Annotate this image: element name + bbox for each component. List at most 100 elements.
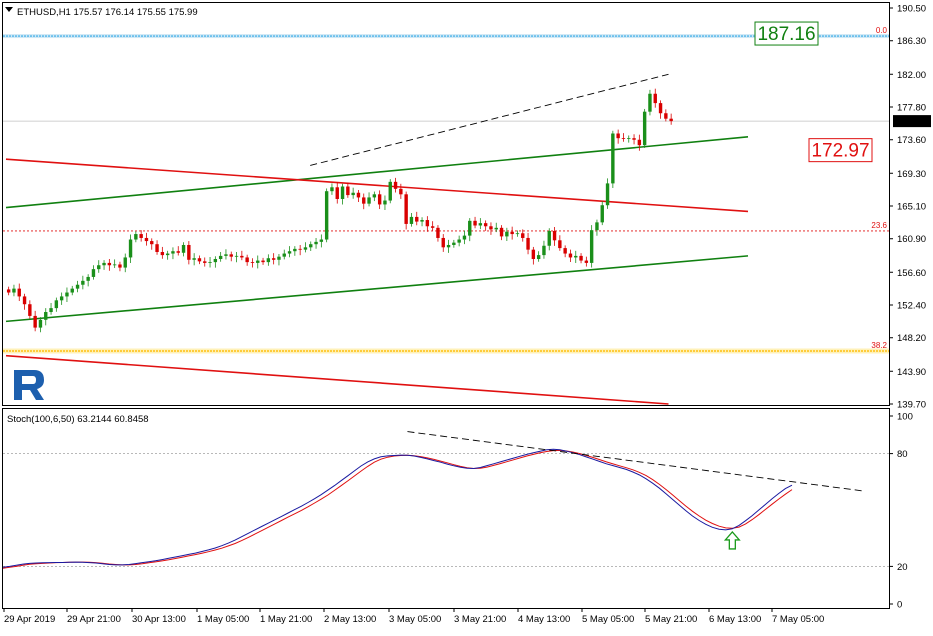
candle-body bbox=[648, 93, 652, 112]
candle-body bbox=[425, 220, 430, 227]
price-callout-box bbox=[754, 21, 819, 46]
candle-body bbox=[536, 255, 541, 260]
candle-body bbox=[632, 138, 636, 140]
candle-body bbox=[330, 187, 334, 192]
candle-body bbox=[203, 261, 207, 263]
candle-body bbox=[430, 226, 435, 228]
price-axis-label: 156.60 bbox=[897, 268, 926, 279]
candle-body bbox=[616, 133, 620, 139]
current-price-tag bbox=[893, 115, 931, 128]
candle-body bbox=[346, 186, 350, 196]
candle-body bbox=[579, 255, 583, 261]
candle-body bbox=[134, 234, 138, 240]
time-axis-label: 4 May 13:00 bbox=[518, 614, 570, 625]
candle-body bbox=[393, 181, 398, 189]
stoch-axis-label: 100 bbox=[897, 412, 913, 423]
candle-body bbox=[441, 237, 445, 248]
time-axis-label: 5 May 21:00 bbox=[645, 614, 697, 625]
candle-body bbox=[65, 292, 69, 297]
candle-body bbox=[12, 288, 16, 293]
channel-upper-red-line bbox=[5, 158, 749, 213]
candle-body bbox=[266, 258, 271, 263]
candle-body bbox=[6, 289, 11, 293]
candle-body bbox=[256, 260, 260, 263]
roboforex-r-logo bbox=[14, 370, 44, 400]
up-arrow-icon bbox=[723, 530, 741, 550]
candle-body bbox=[409, 216, 414, 224]
candle-body bbox=[483, 223, 488, 227]
candle-body bbox=[642, 111, 647, 146]
price-axis-label: 190.50 bbox=[897, 4, 926, 15]
candle-body bbox=[44, 312, 48, 320]
candle-body bbox=[118, 264, 122, 268]
time-axis-label: 3 May 05:00 bbox=[389, 614, 441, 625]
price-axis-label: 182.00 bbox=[897, 70, 926, 81]
stoch-chart-area bbox=[2, 431, 889, 569]
candle-body bbox=[621, 138, 626, 139]
candle-body bbox=[213, 259, 218, 263]
candle-body bbox=[367, 197, 371, 204]
price-callout-text: 187.16 bbox=[757, 24, 815, 45]
stoch-header: Stoch(100,6,50) 63.2144 60.8458 bbox=[7, 414, 149, 425]
resistance-dashed-line bbox=[310, 73, 669, 166]
price-axis-label: 186.30 bbox=[897, 36, 926, 47]
candle-body bbox=[97, 265, 101, 270]
candle-body bbox=[81, 280, 85, 285]
candle-body bbox=[589, 230, 594, 263]
candle-body bbox=[356, 192, 361, 198]
candle-body bbox=[446, 244, 451, 248]
chart-menu-triangle-icon[interactable] bbox=[5, 7, 13, 12]
stoch-axis-label: 80 bbox=[897, 449, 908, 460]
candle-body bbox=[218, 255, 223, 260]
price-axis-label: 148.20 bbox=[897, 333, 926, 344]
candle-body bbox=[611, 133, 615, 184]
price-axis-label: 165.10 bbox=[897, 202, 926, 213]
candle-body bbox=[383, 200, 387, 205]
price-axis: 190.50 186.30 182.00 177.80 173.60 169.30 165.… bbox=[889, 4, 931, 411]
candle-body bbox=[372, 194, 377, 198]
candle-body bbox=[187, 244, 191, 260]
current-price-label: 175.99 bbox=[897, 117, 926, 128]
candle-body bbox=[261, 260, 265, 263]
candle-body bbox=[664, 113, 668, 119]
price-callout-text: 172.97 bbox=[811, 141, 869, 162]
candle-body bbox=[335, 187, 339, 199]
time-axis-label: 1 May 21:00 bbox=[260, 614, 312, 625]
fib-level-label: 23.6 bbox=[871, 221, 887, 230]
main-panel-frame bbox=[2, 2, 890, 406]
candle-body bbox=[399, 188, 403, 195]
time-axis-label: 29 Apr 21:00 bbox=[67, 614, 121, 625]
candle-body bbox=[229, 254, 233, 257]
candle-body bbox=[462, 235, 467, 240]
symbol-header: ETHUSD,H1 175.57 176.14 175.55 175.99 bbox=[17, 7, 198, 18]
candle-body bbox=[531, 249, 536, 260]
candle-body bbox=[287, 251, 292, 254]
fib-level-label: 38.2 bbox=[871, 341, 887, 350]
price-axis-label: 177.80 bbox=[897, 103, 926, 114]
candle-body bbox=[123, 257, 127, 268]
candle-body bbox=[70, 288, 74, 293]
stoch-axis-label: 20 bbox=[897, 562, 908, 573]
candle-body bbox=[547, 230, 551, 246]
candle-body bbox=[282, 253, 286, 257]
candle-body bbox=[526, 237, 530, 250]
candle-body bbox=[478, 223, 483, 226]
price-axis-label: 152.40 bbox=[897, 301, 926, 312]
candle-body bbox=[552, 230, 557, 241]
candle-body bbox=[181, 244, 186, 253]
candle-body bbox=[234, 255, 239, 257]
candle-body bbox=[515, 233, 520, 235]
candle-body bbox=[303, 247, 308, 250]
candle-body bbox=[165, 253, 170, 256]
channel-lower-red-line bbox=[5, 354, 669, 405]
candle-body bbox=[112, 264, 117, 266]
price-axis-label: 143.90 bbox=[897, 367, 926, 378]
candle-body bbox=[420, 220, 424, 222]
candle-body bbox=[362, 197, 366, 204]
price-axis-label: 160.90 bbox=[897, 234, 926, 245]
candle-body bbox=[574, 255, 578, 258]
candle-body bbox=[22, 296, 27, 305]
candle-body bbox=[568, 253, 573, 258]
